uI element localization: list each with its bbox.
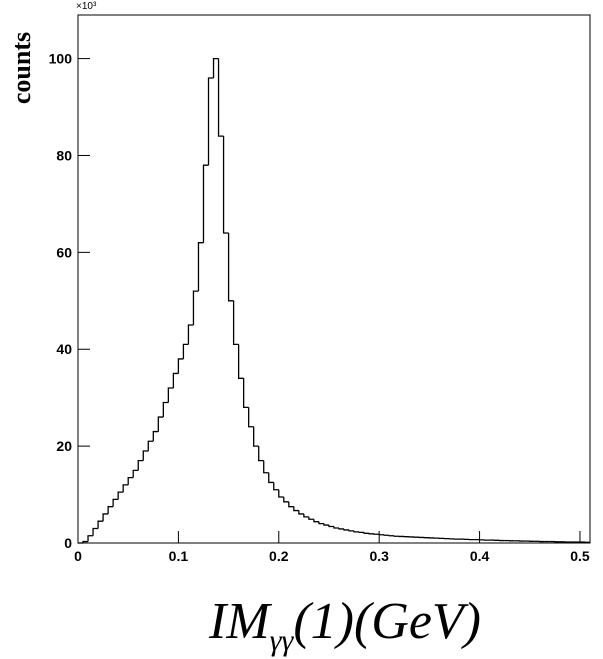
histogram-bin (187, 324, 194, 345)
histogram-bin (207, 77, 214, 166)
histogram-bin (348, 529, 355, 532)
histogram-bin (227, 232, 234, 302)
histogram-bin (137, 460, 144, 471)
histogram-bin (343, 528, 350, 531)
histogram-bin (237, 344, 244, 379)
histogram-bin (132, 469, 139, 478)
x-label-main: IM (208, 593, 272, 650)
x-label-sub: γγ (270, 624, 295, 657)
y-tick-label: 100 (49, 51, 73, 67)
histogram-bin (127, 476, 134, 485)
x-tick-label: 0 (74, 548, 82, 564)
histogram-bin (177, 358, 184, 374)
histogram-bin (142, 450, 149, 461)
histogram-bin (122, 484, 129, 493)
histogram-bin (212, 57, 219, 78)
x-tick-label: 0.2 (269, 548, 289, 564)
histogram-bin (278, 489, 284, 498)
y-multiplier: ×10³ (76, 1, 97, 12)
histogram-bin (268, 472, 274, 484)
histogram-bin (242, 378, 249, 409)
histogram-bin (202, 164, 209, 243)
y-tick-label: 0 (64, 535, 72, 551)
histogram-bin (82, 540, 89, 543)
y-tick-label: 20 (56, 438, 72, 454)
histogram-bin (102, 513, 109, 522)
histogram-bin (112, 498, 119, 507)
histogram-bin (167, 387, 174, 403)
histogram-bin (182, 343, 189, 359)
histogram-bin (192, 290, 199, 326)
histogram-bin (217, 58, 224, 137)
histogram-bin (87, 535, 94, 542)
x-tick-label: 0.3 (369, 548, 389, 564)
histogram-bin (318, 521, 324, 525)
histogram-bin (97, 520, 104, 529)
histogram-bin (293, 506, 299, 512)
histogram-bin (323, 523, 329, 526)
histogram-bin (363, 532, 370, 534)
histogram-bin (273, 482, 279, 491)
histogram-bin (333, 526, 340, 529)
histogram-bin (308, 516, 314, 520)
histogram-bin (338, 527, 345, 530)
plot-frame (77, 14, 591, 544)
histogram-bin (258, 446, 264, 462)
histogram-bin (263, 460, 269, 474)
x-tick-label: 0.4 (470, 548, 490, 564)
y-tick-label: 80 (56, 147, 72, 163)
x-tick-label: 0.1 (169, 548, 189, 564)
histogram-bin (222, 136, 229, 234)
histogram-bin (313, 519, 319, 523)
histogram-bin (92, 527, 99, 536)
histogram-bin (157, 416, 164, 432)
histogram-bin (328, 525, 334, 528)
histogram-bin (117, 491, 124, 500)
histogram-bin (232, 300, 239, 346)
x-axis-label: IMγγ(1)(GeV) (208, 593, 481, 657)
histogram-bin (147, 440, 154, 451)
y-tick-label: 60 (56, 244, 72, 260)
histogram-bin (353, 530, 360, 533)
histogram-bin (197, 242, 204, 292)
histogram-bin (162, 401, 169, 418)
x-tick-label: 0.5 (570, 548, 590, 564)
histogram-bin (172, 372, 179, 388)
histogram-bin (253, 426, 259, 447)
x-label-rest: (1)(GeV) (293, 593, 481, 650)
histogram-bin (248, 407, 254, 428)
histogram-bin (283, 496, 289, 503)
histogram-bin (107, 506, 114, 514)
y-axis-label: counts (7, 32, 36, 104)
histogram-bin (298, 510, 304, 515)
histogram-bin (152, 430, 159, 442)
histogram-bin (303, 513, 309, 518)
y-tick-label: 40 (56, 341, 72, 357)
histogram-bin (288, 501, 294, 508)
